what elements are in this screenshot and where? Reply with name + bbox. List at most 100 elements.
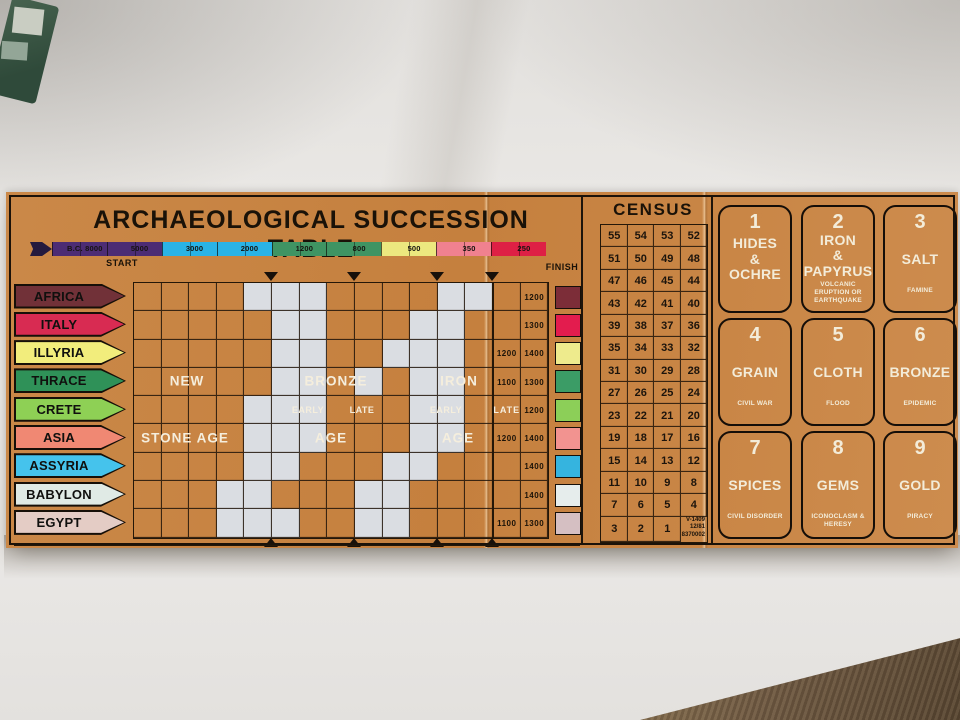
grid-cell bbox=[465, 311, 493, 339]
section-divider bbox=[711, 197, 713, 543]
civilization-row: ASIA bbox=[14, 424, 132, 452]
grid-cell bbox=[272, 283, 300, 312]
trade-card-calamity: CIVIL DISORDER bbox=[727, 513, 783, 520]
grid-cell bbox=[465, 481, 493, 509]
civilization-arrow: THRACE bbox=[14, 368, 126, 394]
census-cell: 50 bbox=[628, 247, 655, 269]
grid-cell bbox=[217, 340, 245, 368]
civilization-name: CRETE bbox=[36, 401, 82, 417]
timeline-year-label: 1200 bbox=[295, 244, 314, 253]
grid-cell bbox=[272, 481, 300, 509]
timeline-year-label: B.C. 8000 bbox=[67, 244, 103, 253]
label-iron: IRON bbox=[440, 373, 478, 389]
grid-cell bbox=[162, 481, 190, 509]
trade-card-number: 1 bbox=[749, 211, 761, 233]
trade-card-name: GEMS bbox=[817, 458, 859, 513]
grid-cell bbox=[134, 481, 162, 509]
census-cell: 32 bbox=[681, 337, 708, 359]
trade-card-calamity: FAMINE bbox=[907, 287, 933, 294]
grid-cell bbox=[355, 424, 383, 452]
grid-cell bbox=[437, 283, 466, 312]
census-cell: 11 bbox=[601, 472, 628, 494]
finish-year-cell: 1400 bbox=[521, 424, 549, 452]
trade-card-number: 5 bbox=[832, 324, 844, 346]
grid-cell bbox=[244, 452, 273, 482]
grid-cell bbox=[217, 396, 245, 424]
grid-cell bbox=[327, 509, 355, 537]
triangle-down-icon bbox=[264, 272, 278, 281]
census-cell: 21 bbox=[654, 404, 681, 426]
trade-card-name-line: OCHRE bbox=[728, 266, 782, 283]
civilization-name: ITALY bbox=[40, 316, 78, 332]
census-cell: 42 bbox=[628, 292, 655, 314]
grid-cell bbox=[437, 424, 466, 453]
start-label: START bbox=[106, 258, 138, 268]
census-cell: 12 bbox=[681, 449, 708, 471]
civilization-row: ITALY bbox=[14, 310, 132, 338]
census-cell: 55 bbox=[601, 225, 628, 247]
census-cell: 47 bbox=[601, 270, 628, 292]
civilization-name: THRACE bbox=[31, 373, 87, 389]
grid-cell bbox=[189, 340, 217, 368]
trade-card-name-line: PAPYRUS bbox=[803, 263, 873, 280]
grid-cell bbox=[272, 396, 300, 425]
label-iron-early: EARLY bbox=[429, 405, 463, 415]
finish-year-cell: 1200 bbox=[521, 283, 549, 311]
civilization-arrow-fill bbox=[16, 427, 124, 448]
trade-card-number: 3 bbox=[914, 211, 926, 233]
census-cell: 34 bbox=[628, 337, 655, 359]
timeline-year-label: 250 bbox=[517, 244, 531, 253]
trade-card-number: 7 bbox=[749, 437, 761, 459]
label-bronze-early: EARLY bbox=[291, 405, 325, 415]
census-cell: 29 bbox=[654, 360, 681, 382]
civilization-name: EGYPT bbox=[36, 514, 82, 530]
grid-cell bbox=[272, 367, 300, 397]
finish-color-swatch bbox=[555, 342, 581, 366]
finish-year-cell: 1300 bbox=[521, 368, 549, 396]
census-cell: 3 bbox=[601, 517, 628, 542]
census-cell: 5 bbox=[654, 494, 681, 516]
civilization-arrow-fill bbox=[16, 313, 124, 335]
grid-cell bbox=[383, 396, 411, 424]
grid-cell bbox=[272, 424, 300, 453]
trade-card-name-line: IRON bbox=[819, 231, 857, 248]
wood-grain-texture bbox=[640, 638, 960, 720]
grid-cell bbox=[244, 340, 272, 368]
timeline-year-label: 350 bbox=[462, 244, 476, 253]
civilization-name: BABYLON bbox=[26, 486, 92, 502]
timeline-bar: B.C. 8000 5000 3000 2000 1200 800 500 350 250 bbox=[30, 242, 547, 256]
grid-cell bbox=[134, 340, 162, 368]
trade-card: 5 CLOTH FLOOD bbox=[801, 318, 875, 426]
grid-cell bbox=[162, 283, 190, 311]
grid-cell bbox=[272, 339, 300, 368]
trade-card-name-line: GEMS bbox=[816, 476, 860, 493]
finish-year-cell: 1200 bbox=[493, 424, 521, 452]
census-cell: 30 bbox=[628, 360, 655, 382]
grid-cell bbox=[355, 340, 383, 368]
grid-cell bbox=[327, 481, 355, 509]
finish-color-swatch bbox=[555, 370, 581, 394]
timeline-segment: 1200 bbox=[271, 242, 327, 256]
census-cell: 14 bbox=[628, 449, 655, 471]
finish-color-swatch bbox=[555, 455, 581, 479]
label-bronze-late: LATE bbox=[349, 405, 375, 415]
census-cell: 9 bbox=[654, 472, 681, 494]
grid-cell bbox=[437, 396, 466, 425]
civilization-row: ASSYRIA bbox=[14, 452, 132, 480]
trade-card: 7 SPICES CIVIL DISORDER bbox=[718, 431, 792, 539]
grid-cell bbox=[189, 311, 217, 339]
census-cell: 24 bbox=[681, 382, 708, 404]
grid-cell bbox=[272, 311, 300, 340]
census-cell: 41 bbox=[654, 292, 681, 314]
grid-cell bbox=[162, 509, 190, 537]
grid-cell bbox=[465, 396, 493, 424]
trade-card-name-line: GRAIN bbox=[731, 363, 779, 380]
timeline-segment: 500 bbox=[381, 242, 437, 256]
finish-year-cell: 1400 bbox=[521, 340, 549, 368]
trade-card: 1 HIDES & OCHRE bbox=[718, 205, 792, 313]
trade-card-name-line: GOLD bbox=[899, 476, 941, 493]
census-cell: 19 bbox=[601, 427, 628, 449]
archaeological-succession-board: ARCHAEOLOGICAL SUCCESSION TABLE B.C. 800… bbox=[6, 192, 958, 548]
grid-cell bbox=[382, 339, 411, 368]
trade-cards-grid: 1 HIDES & OCHRE 2 IRON & PAPYRUS VOLCANIC ERUPTI… bbox=[718, 205, 957, 539]
